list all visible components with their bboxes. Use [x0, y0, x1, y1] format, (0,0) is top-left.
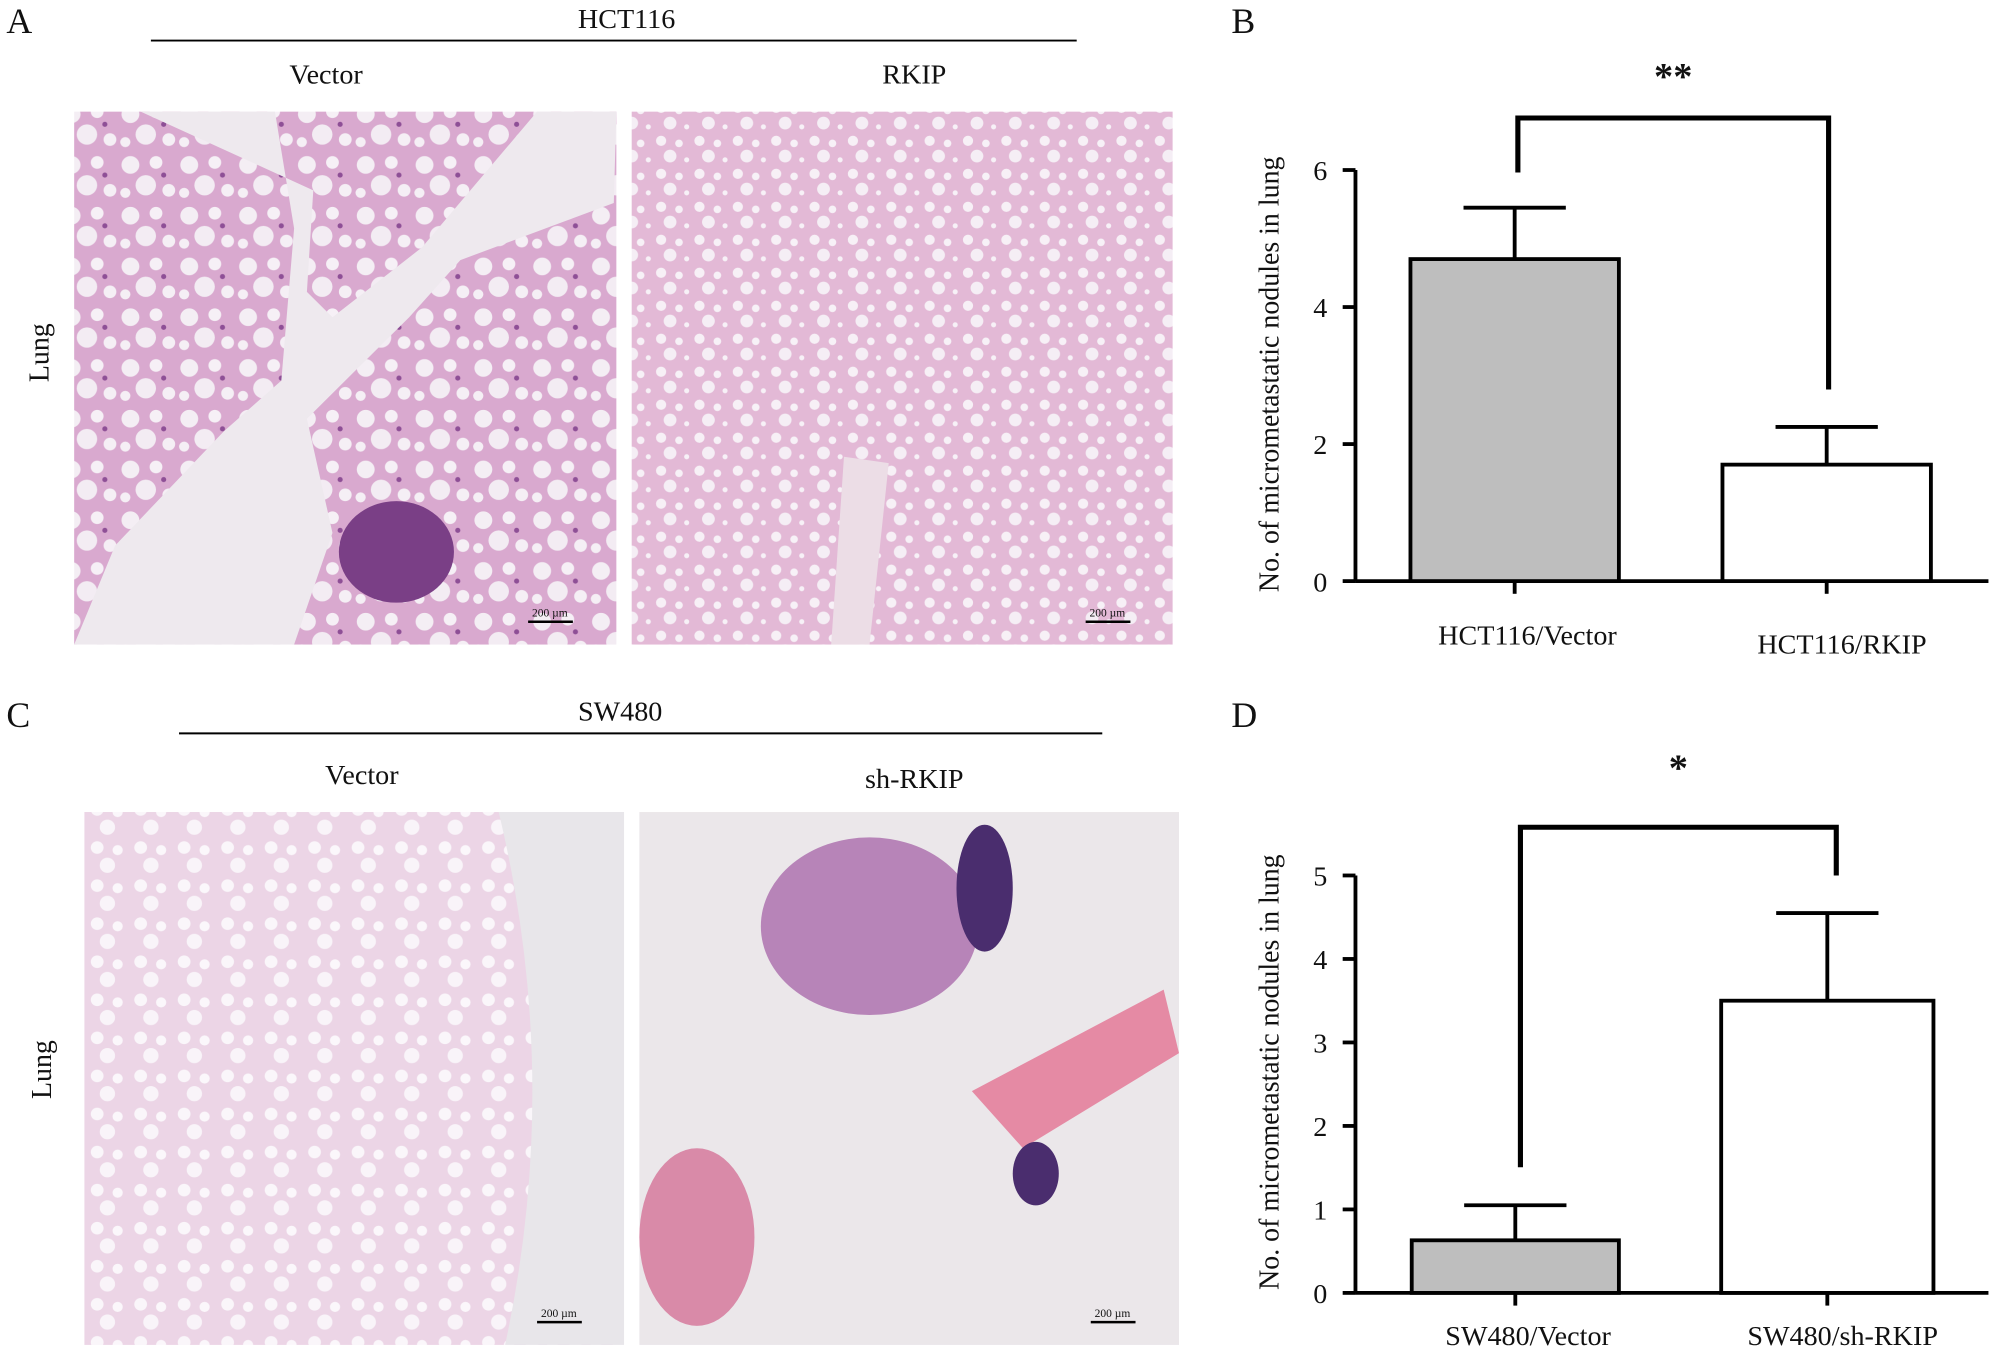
- significance: *: [1669, 747, 1688, 789]
- y-tick-label: 2: [1313, 1112, 1327, 1143]
- panel-letter: A: [6, 1, 32, 41]
- y-tick-label: 6: [1313, 156, 1327, 187]
- cell-line: SW480: [578, 697, 662, 728]
- row-label: Lung: [24, 323, 55, 382]
- column-label: sh-RKIP: [865, 764, 963, 795]
- scale-label: 200 µm: [1090, 608, 1126, 620]
- y-tick-label: 4: [1313, 293, 1327, 324]
- y-tick-label: 5: [1313, 862, 1327, 893]
- x-tick-label: HCT116/Vector: [1438, 621, 1617, 652]
- x-tick-label: SW480/sh-RKIP: [1747, 1321, 1938, 1350]
- x-tick-label: HCT116/RKIP: [1757, 630, 1926, 661]
- column-label: Vector: [289, 60, 363, 91]
- scale-label: 200 µm: [541, 1308, 577, 1320]
- row-label: Lung: [27, 1040, 58, 1099]
- y-tick-label: 0: [1313, 567, 1327, 598]
- y-tick-label: 4: [1313, 945, 1327, 976]
- tissue: [760, 837, 979, 1016]
- vessel: [831, 456, 889, 645]
- significance-bracket: [1517, 824, 1839, 1168]
- scale-label: 200 µm: [532, 608, 568, 620]
- x-tick-label: SW480/Vector: [1445, 1321, 1611, 1350]
- y-axis-label: No. of micrometastatic nodules in lung: [1255, 854, 1286, 1290]
- significance-bracket: [1515, 115, 1832, 390]
- micrograph: [631, 111, 1173, 645]
- significance: **: [1654, 56, 1692, 98]
- column-label: RKIP: [882, 60, 946, 91]
- tissue: [639, 1148, 755, 1326]
- vessel: [971, 989, 1179, 1149]
- panel-letter: C: [6, 695, 30, 735]
- y-tick-label: 3: [1313, 1029, 1327, 1060]
- bar: [1409, 1238, 1621, 1295]
- vessel: [338, 501, 454, 603]
- bar: [1408, 257, 1621, 584]
- y-axis-label: No. of micrometastatic nodules in lung: [1255, 157, 1286, 593]
- panel-letter: D: [1231, 695, 1257, 735]
- bar: [1720, 462, 1933, 584]
- nodule: [1012, 1141, 1059, 1206]
- scale-label: 200 µm: [1095, 1308, 1131, 1320]
- bar: [1719, 998, 1936, 1295]
- column-label: Vector: [325, 760, 399, 791]
- cell-line: HCT116: [578, 4, 675, 35]
- y-tick-label: 0: [1313, 1279, 1327, 1310]
- airway: [74, 111, 617, 645]
- y-tick-label: 1: [1313, 1196, 1327, 1227]
- panel-letter: B: [1231, 1, 1255, 41]
- nodule: [956, 824, 1013, 952]
- y-tick-label: 2: [1313, 430, 1327, 461]
- background: [498, 812, 625, 1345]
